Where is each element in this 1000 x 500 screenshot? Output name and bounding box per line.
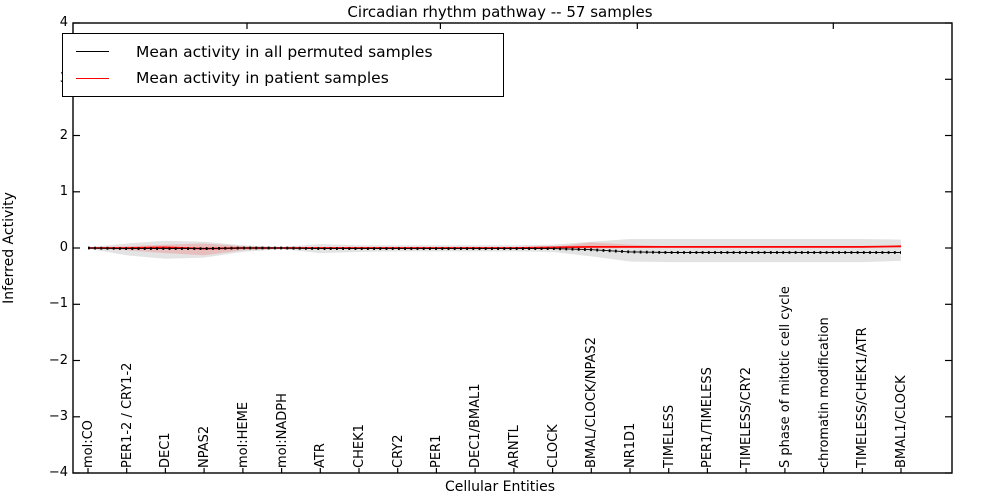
legend-label-permuted: Mean activity in all permuted samples [136,42,433,61]
legend: Mean activity in all permuted samples Me… [62,33,504,97]
legend-entry-permuted: Mean activity in all permuted samples [63,43,503,61]
legend-label-patient: Mean activity in patient samples [136,69,389,88]
permuted-mean-markers [87,246,901,254]
legend-line-permuted-icon [76,51,109,53]
legend-entry-patient: Mean activity in patient samples [63,69,503,87]
x-tick-label: mol:CO [81,420,96,468]
x-tick-label: PER1 [429,434,445,468]
x-tick-label: S phase of mitotic cell cycle [777,286,793,468]
y-tick-label: −4 [48,465,68,480]
x-tick-label: chromatin modification [816,317,832,468]
x-tick-label: TIMELESS/CRY2 [739,366,755,468]
x-tick-label: BMAL1/CLOCK [894,375,909,468]
x-tick-label: DEC1 [158,432,174,468]
y-axis-label: Inferred Activity [1,192,17,304]
y-tick-label: −1 [48,296,68,312]
x-tick-label: CRY2 [390,434,406,469]
legend-line-patient-icon [76,77,109,79]
x-tick-label: PER1/TIMELESS [700,367,716,468]
permuted-samples-range-band [88,239,901,263]
x-tick-label: ARNTL [506,425,522,468]
chart-title: Circadian rhythm pathway -- 57 samples [347,3,653,21]
x-tick-label: NPAS2 [197,425,213,468]
x-tick-label: ATR [313,443,329,468]
x-tick-label: NR1D1 [623,422,638,468]
y-tick-label: 2 [59,127,68,143]
y-tick-label: 4 [59,15,68,30]
x-tick-label: TIMELESS/CHEK1/ATR [855,327,871,468]
x-tick-label: CLOCK [545,424,561,468]
x-tick-label: DEC1/BMAL1 [468,383,484,469]
y-tick-label: −3 [48,408,68,424]
x-tick-label: BMAL/CLOCK/NPAS2 [584,337,600,468]
x-tick-label: mol:NADPH [274,393,290,468]
y-tick-label: 1 [59,183,68,199]
x-tick-label: TIMELESS [661,404,677,468]
x-tick-label: PER1-2 / CRY1-2 [119,362,135,468]
y-tick-label: 0 [59,240,68,255]
x-tick-label: mol:HEME [235,401,251,468]
y-tick-label: −2 [48,352,68,368]
x-tick-label: CHEK1 [352,424,367,468]
x-axis-label: Cellular Entities [444,479,556,495]
